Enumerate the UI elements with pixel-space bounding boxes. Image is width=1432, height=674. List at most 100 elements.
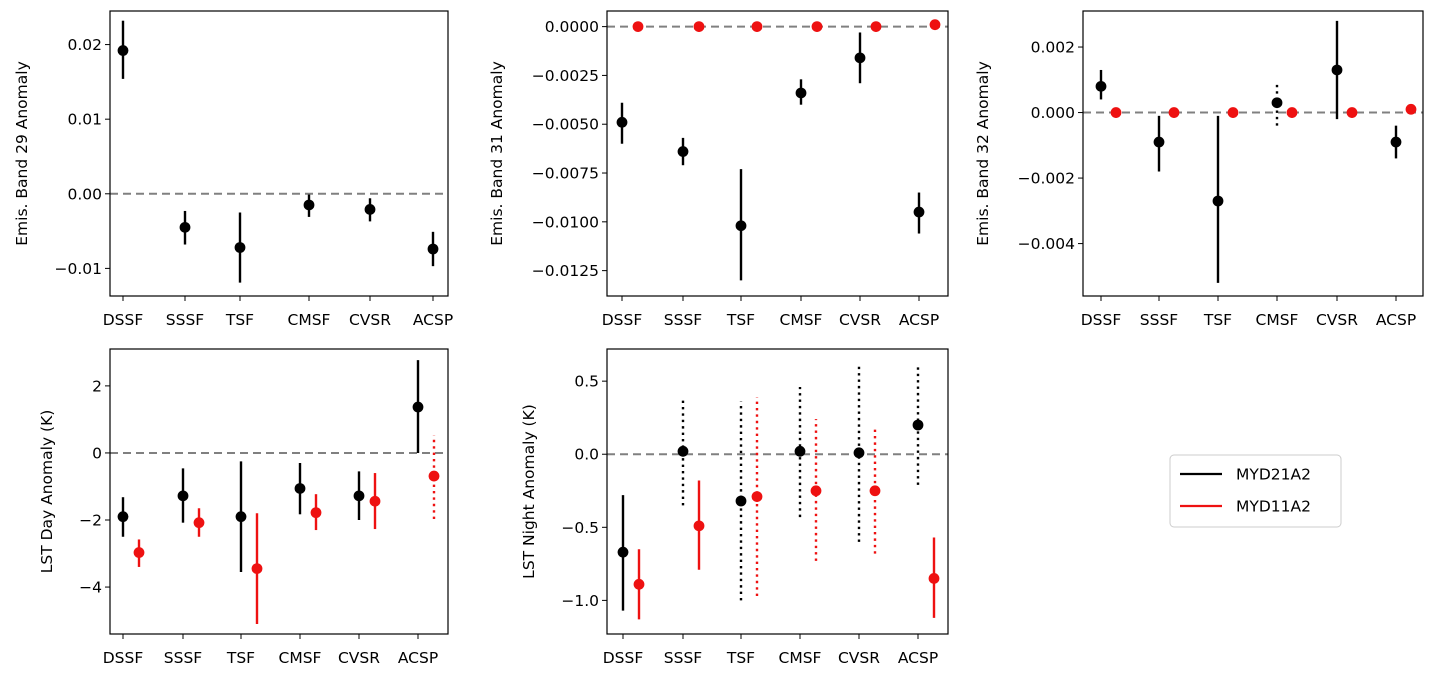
x-tick-label-dssf: DSSF <box>1081 311 1122 329</box>
y-tick-label: −4 <box>79 579 102 597</box>
x-tick-label-acsp: ACSP <box>413 311 453 329</box>
y-tick-label: 0.01 <box>67 111 102 129</box>
x-tick-label-cmsf: CMSF <box>779 649 822 667</box>
x-tick-label-cmsf: CMSF <box>780 311 823 329</box>
data-point <box>193 517 205 529</box>
data-point <box>853 447 865 459</box>
x-tick-label-dssf: DSSF <box>103 311 144 329</box>
y-axis-label: LST Night Anomaly (K) <box>520 404 538 579</box>
data-point <box>294 483 306 494</box>
series-myd21a2 <box>117 360 424 572</box>
y-axis-label: Emis. Band 31 Anomaly <box>488 61 506 246</box>
data-point <box>811 21 823 33</box>
x-tick-label-dssf: DSSF <box>103 649 144 667</box>
data-point <box>693 21 705 33</box>
y-axis-label: Emis. Band 29 Anomaly <box>13 61 31 246</box>
data-point <box>364 204 376 215</box>
data-point <box>912 419 924 431</box>
panel-1: −0.01 0.00 0.01 0.02 DSSF SSSF TSF CMSF CVSR ACSP… <box>13 10 453 329</box>
data-point <box>913 206 925 218</box>
data-point <box>869 485 881 497</box>
data-point <box>677 146 689 157</box>
series-myd11a2 <box>1110 103 1417 118</box>
data-point <box>369 495 381 507</box>
data-point <box>117 45 129 56</box>
x-tick-label-sssf: SSSF <box>164 649 203 667</box>
x-tick-label-tsf: TSF <box>1203 311 1232 329</box>
x-tick-label-sssf: SSSF <box>1140 311 1179 329</box>
x-tick-label-cvsr: CVSR <box>349 311 391 329</box>
data-point <box>1168 107 1180 118</box>
series-myd21a2 <box>616 32 925 281</box>
axes-frame <box>1082 10 1424 297</box>
data-point <box>616 116 628 128</box>
data-point <box>427 243 439 255</box>
data-point <box>303 199 315 211</box>
y-axis-label: LST Day Anomaly (K) <box>38 410 56 574</box>
data-point <box>1271 97 1283 109</box>
legend-label-myd11a2: MYD11A2 <box>1236 498 1311 516</box>
y-tick-label: 2 <box>92 377 102 395</box>
panel-2: −0.0125 −0.0100 −0.0075 −0.0050 −0.0025 0.000… <box>488 10 949 329</box>
legend-label-myd21a2: MYD21A2 <box>1236 466 1311 484</box>
y-tick-label: 0.5 <box>574 373 599 391</box>
data-point <box>1286 107 1298 118</box>
y-tick-label: −0.002 <box>1018 170 1075 188</box>
x-tick-label-cmsf: CMSF <box>288 311 331 329</box>
x-tick-label-cvsr: CVSR <box>1316 311 1358 329</box>
data-point <box>735 220 747 232</box>
data-point <box>235 511 247 523</box>
y-tick-label: 0.002 <box>1031 39 1075 57</box>
series-myd21a2 <box>1095 20 1402 283</box>
data-point <box>310 507 322 519</box>
data-point <box>1110 107 1122 118</box>
data-point <box>677 445 689 457</box>
x-tick-label-sssf: SSSF <box>664 311 703 329</box>
series-myd21a2 <box>617 366 924 611</box>
data-point <box>751 21 763 33</box>
data-point <box>133 547 145 558</box>
y-tick-label: 0.00 <box>67 185 102 203</box>
series-myd11a2 <box>633 397 940 620</box>
series-myd21a2 <box>117 20 439 283</box>
x-tick-label-sssf: SSSF <box>664 649 703 667</box>
data-point <box>870 21 882 33</box>
data-point <box>810 485 822 497</box>
data-point <box>693 520 705 532</box>
data-point <box>1095 80 1107 92</box>
y-tick-label: −0.0075 <box>532 165 599 183</box>
data-point <box>353 490 365 502</box>
data-point <box>1212 195 1224 207</box>
x-tick-label-sssf: SSSF <box>166 311 205 329</box>
y-tick-label: −0.01 <box>55 260 103 278</box>
legend: MYD21A2 MYD11A2 <box>1169 454 1342 528</box>
x-tick-label-dssf: DSSF <box>603 649 644 667</box>
data-point <box>1153 136 1165 148</box>
data-point <box>412 401 424 413</box>
x-tick-label-tsf: TSF <box>226 649 255 667</box>
y-tick-label: 0.0 <box>574 446 599 464</box>
y-tick-label: 0 <box>92 444 102 462</box>
data-point <box>795 87 807 99</box>
y-tick-label: 0.02 <box>67 36 102 54</box>
y-tick-label: −0.0100 <box>532 213 599 231</box>
x-tick-label-dssf: DSSF <box>602 311 643 329</box>
axes-frame <box>109 348 449 635</box>
data-point <box>617 546 629 558</box>
data-point <box>428 470 440 482</box>
series-myd11a2 <box>632 19 941 33</box>
x-tick-label-acsp: ACSP <box>899 311 939 329</box>
data-point <box>1346 107 1358 118</box>
y-tick-label: −0.004 <box>1018 235 1075 253</box>
data-point <box>177 490 189 502</box>
y-tick-label: −0.0050 <box>532 116 599 134</box>
axes-frame <box>606 10 949 297</box>
data-point <box>928 573 940 584</box>
data-point <box>117 511 129 523</box>
x-tick-label-acsp: ACSP <box>898 649 938 667</box>
y-tick-label: −1.0 <box>561 592 599 610</box>
x-tick-label-cvsr: CVSR <box>839 311 881 329</box>
data-point <box>179 221 191 233</box>
